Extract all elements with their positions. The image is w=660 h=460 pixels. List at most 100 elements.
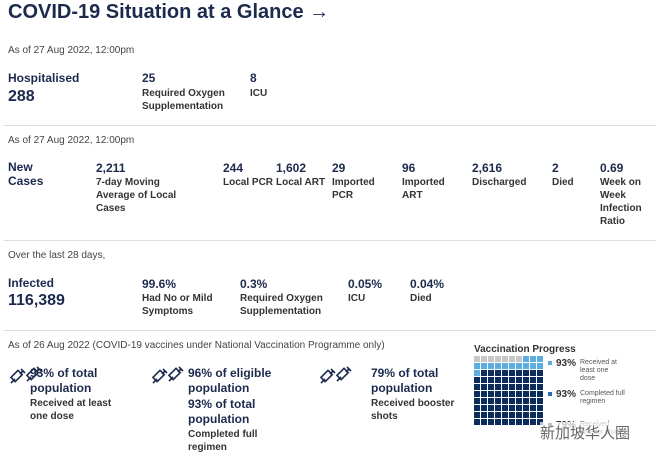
label: ICU: [348, 293, 366, 304]
syringe-icon: [151, 368, 168, 384]
waffle-cell: [523, 363, 529, 369]
waffle-cell: [523, 419, 529, 425]
waffle-cell: [474, 356, 480, 362]
waffle-cell: [502, 412, 508, 418]
label: Week on Week Infection Ratio: [600, 177, 642, 227]
waffle-cell: [488, 391, 494, 397]
label: Received at least one dose: [30, 398, 112, 422]
waffle-cell: [481, 370, 487, 376]
waffle-cell: [488, 412, 494, 418]
waffle-cell: [481, 405, 487, 411]
waffle-cell: [523, 412, 529, 418]
label: Local ART: [276, 177, 326, 188]
waffle-cell: [502, 405, 508, 411]
waffle-cell: [474, 391, 480, 397]
as-of: As of 26 Aug 2022 (COVID-19 vaccines und…: [8, 340, 385, 351]
waffle-cell: [495, 377, 501, 383]
divider: [4, 240, 656, 241]
waffle-cell: [537, 363, 543, 369]
waffle-cell: [474, 384, 480, 390]
value: 29: [332, 161, 346, 175]
waffle-cell: [516, 398, 522, 404]
waffle-cell: [516, 391, 522, 397]
value: 0.04%: [410, 277, 445, 291]
waffle-cell: [488, 363, 494, 369]
label: Imported ART: [402, 177, 445, 201]
waffle-cell: [516, 363, 522, 369]
waffle-cell: [481, 377, 487, 383]
legend-swatch: [548, 361, 552, 365]
waffle-cell: [516, 356, 522, 362]
waffle-cell: [495, 370, 501, 376]
label: 7-day Moving Average of Local Cases: [96, 177, 177, 214]
waffle-cell: [474, 377, 480, 383]
waffle-cell: [495, 405, 501, 411]
waffle-cell: [509, 377, 515, 383]
value: 99.6%: [142, 277, 177, 291]
waffle-cell: [481, 398, 487, 404]
waffle-cell: [509, 384, 515, 390]
waffle-cell: [495, 398, 501, 404]
label: ICU: [250, 88, 268, 99]
label: New Cases: [8, 160, 44, 188]
label: Died: [410, 293, 432, 304]
waffle-cell: [509, 412, 515, 418]
waffle-cell: [530, 391, 536, 397]
legend-label: Completed full regimen: [580, 390, 625, 405]
value: 8: [250, 71, 257, 85]
value: 116,389: [8, 292, 65, 309]
waffle-cell: [523, 356, 529, 362]
waffle-cell: [481, 356, 487, 362]
syringe-icon: [319, 368, 336, 384]
waffle-cell: [474, 370, 480, 376]
value: 0.05%: [348, 277, 383, 291]
waffle-cell: [530, 419, 536, 425]
waffle-cell: [502, 363, 508, 369]
waffle-cell: [488, 405, 494, 411]
waffle-cell: [537, 384, 543, 390]
label: Discharged: [472, 177, 527, 188]
waffle-cell: [523, 398, 529, 404]
waffle-cell: [502, 370, 508, 376]
waffle-cell: [495, 384, 501, 390]
value: 96: [402, 161, 416, 175]
value: 2,211: [96, 161, 126, 175]
syringe-icon: [25, 366, 42, 382]
waffle-cell: [488, 356, 494, 362]
waffle-cell: [502, 391, 508, 397]
value: 1,602: [276, 161, 307, 175]
waffle-cell: [516, 377, 522, 383]
value: 0.69: [600, 161, 624, 175]
headline: 93% of total population: [30, 366, 98, 395]
waffle-cell: [502, 419, 508, 425]
waffle-cell: [523, 377, 529, 383]
headline: 79% of total population: [371, 366, 439, 395]
waffle-cell: [530, 384, 536, 390]
as-of: Over the last 28 days,: [8, 250, 106, 261]
waffle-cell: [537, 405, 543, 411]
waffle-cell: [481, 363, 487, 369]
waffle-cell: [509, 398, 515, 404]
waffle-cell: [537, 377, 543, 383]
as-of: As of 27 Aug 2022, 12:00pm: [8, 135, 135, 146]
waffle-cell: [481, 412, 487, 418]
syringe-icon: [335, 366, 352, 382]
waffle-cell: [488, 370, 494, 376]
waffle-cell: [523, 391, 529, 397]
waffle-cell: [488, 419, 494, 425]
vaccination-waffle: [474, 356, 543, 425]
waffle-cell: [530, 356, 536, 362]
label: Hospitalised: [8, 71, 80, 85]
waffle-cell: [530, 405, 536, 411]
label: Infected: [8, 276, 55, 290]
waffle-cell: [509, 391, 515, 397]
value: 25: [142, 71, 156, 85]
waffle-cell: [530, 398, 536, 404]
waffle-cell: [474, 405, 480, 411]
label: Local PCR: [223, 177, 274, 188]
waffle-cell: [537, 356, 543, 362]
waffle-cell: [516, 384, 522, 390]
waffle-cell: [502, 356, 508, 362]
waffle-cell: [530, 370, 536, 376]
waffle-cell: [509, 419, 515, 425]
